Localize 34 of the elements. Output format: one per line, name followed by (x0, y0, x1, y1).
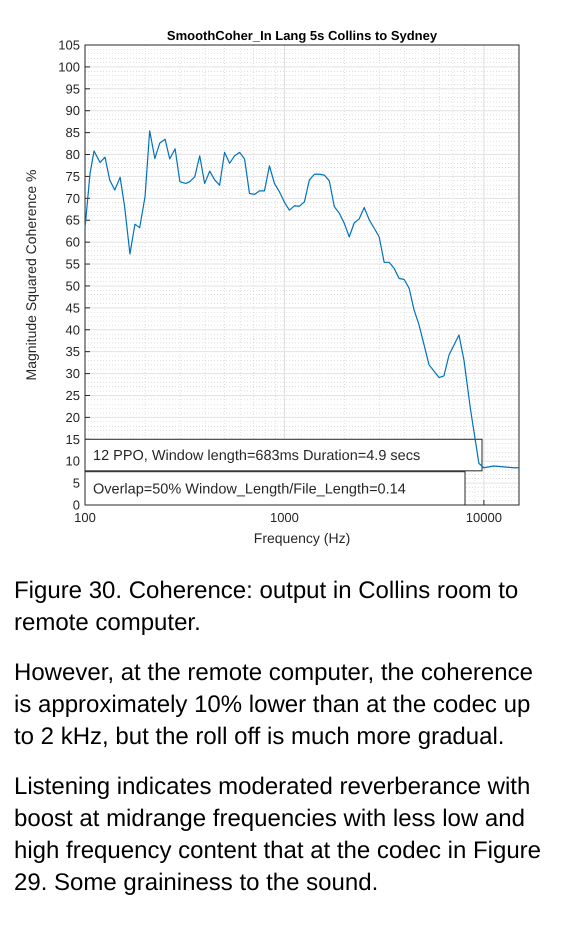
y-tick-label: 30 (66, 366, 80, 382)
y-tick-label: 5 (72, 476, 80, 491)
x-tick-label: 1000 (270, 510, 299, 525)
y-tick-label: 105 (58, 38, 80, 52)
note-box: 12 PPO, Window length=683ms Duration=4.9 secs (84, 438, 482, 472)
y-tick-label: 80 (66, 147, 80, 162)
x-axis-title: Frequency (Hz) (254, 530, 350, 546)
y-tick-label: 10 (66, 454, 80, 469)
y-tick-label: 95 (66, 81, 80, 96)
y-tick-label: 70 (66, 190, 80, 206)
caption: Figure 30. Coherence: output in Collins room to remote computer. (14, 577, 518, 636)
y-tick-label: 50 (66, 278, 80, 294)
text: Listening indicates moderated reverberance with boost at midrange frequencies with less low and high frequency content that at the codec in Figure 29. Some graininess to the sound. (14, 773, 542, 896)
text: However, at the remote computer, the coherence is approximately 10% lower than at the codec up to 2 kHz, but the roll off is much more gradual. (14, 659, 533, 750)
y-tick-label: 40 (66, 322, 80, 338)
y-tick-label: 90 (66, 103, 80, 118)
y-tick-label: 20 (66, 410, 80, 425)
y-tick-label: 15 (66, 432, 80, 447)
y-tick-label: 25 (66, 388, 80, 403)
annotation: 12 PPO, Window length=683ms Duration=4.9 secs (93, 448, 420, 464)
y-tick-label: 0 (72, 498, 80, 512)
y-tick-label: 55 (66, 256, 80, 272)
annotation: Overlap=50% Window_Length/File_Length=0.14 (93, 481, 406, 498)
y-tick-label: 45 (66, 300, 80, 316)
y-tick-label: 85 (66, 125, 80, 140)
y-tick-label: 75 (66, 168, 80, 184)
y-tick-label: 60 (66, 234, 80, 250)
chart-title: SmoothCoher_In Lang 5s Collins to Sydney (166, 28, 438, 43)
y-tick-label: 65 (66, 212, 80, 228)
y-axis-title: Magnitude Squared Coherence % (23, 170, 39, 380)
y-tick-label: 100 (58, 59, 80, 74)
note-box: Overlap=50% Window_Length/File_Length=0.14 (84, 471, 466, 506)
y-tick-label: 35 (66, 344, 80, 360)
x-tick-label: 10000 (466, 510, 502, 525)
